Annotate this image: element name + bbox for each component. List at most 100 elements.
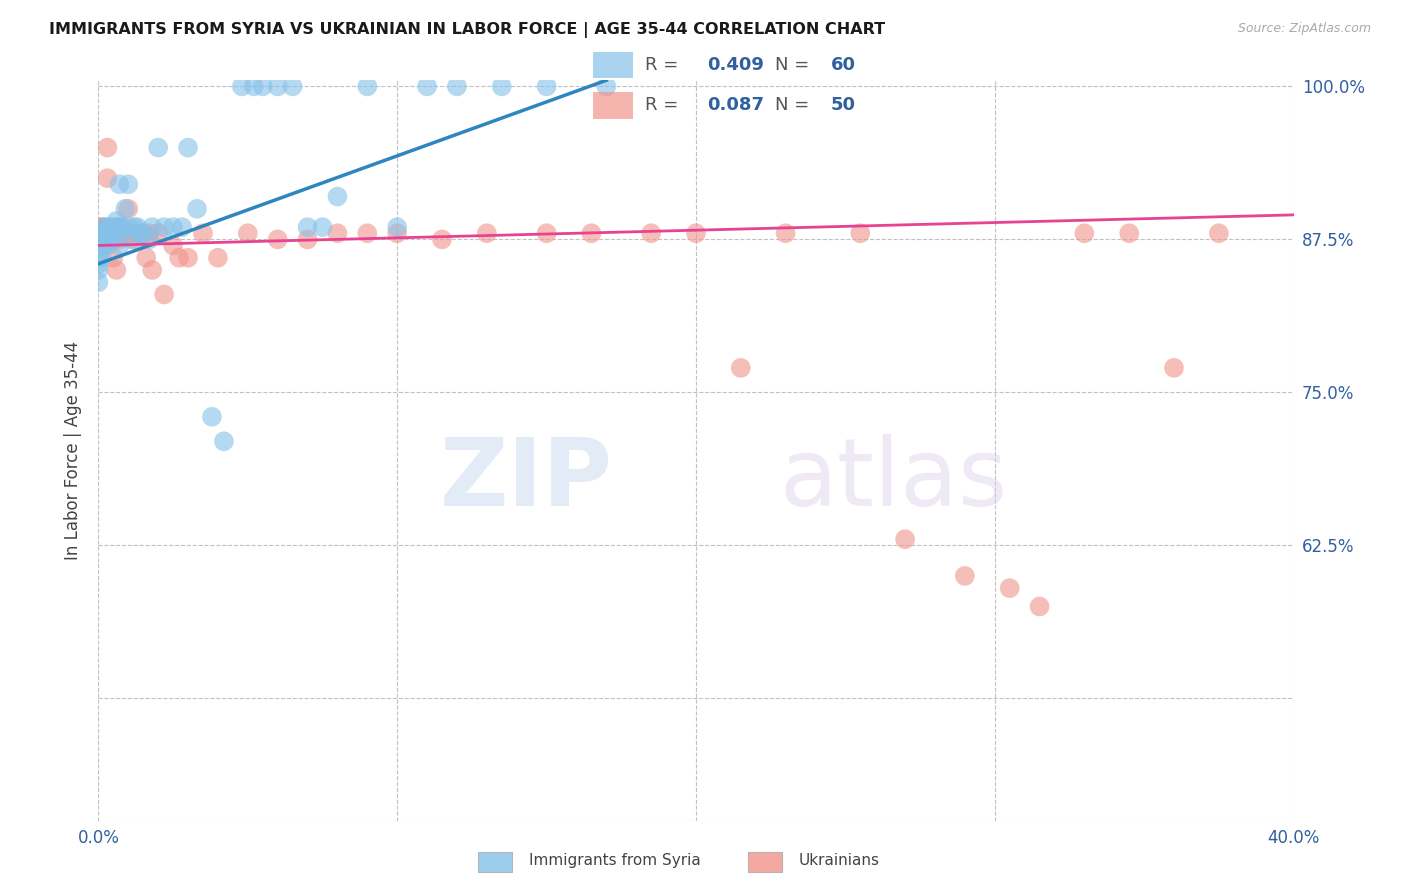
Point: [87, 238, 110, 252]
Point: [87, 257, 110, 271]
Point: [132, 226, 155, 240]
Point: [132, 226, 155, 240]
Point: [127, 226, 149, 240]
Point: [148, 140, 170, 154]
Point: [162, 220, 184, 235]
FancyBboxPatch shape: [593, 52, 633, 78]
Point: [243, 79, 266, 94]
Point: [231, 79, 253, 94]
Point: [87, 275, 110, 289]
Point: [90, 238, 112, 252]
Point: [153, 287, 176, 301]
Point: [446, 79, 468, 94]
Point: [103, 251, 125, 265]
Text: R =: R =: [645, 96, 679, 114]
Point: [430, 232, 453, 246]
Point: [105, 263, 128, 277]
Point: [356, 226, 378, 240]
Point: [148, 226, 170, 240]
Point: [108, 220, 131, 235]
Text: N =: N =: [775, 56, 810, 74]
Text: atlas: atlas: [779, 434, 1008, 526]
Text: N =: N =: [775, 96, 810, 114]
Point: [141, 220, 163, 235]
Point: [93, 220, 115, 235]
Point: [103, 232, 125, 246]
Point: [90, 226, 112, 240]
Point: [135, 251, 157, 265]
Point: [124, 232, 146, 246]
Point: [356, 79, 378, 94]
Point: [105, 220, 128, 235]
FancyBboxPatch shape: [593, 92, 633, 119]
Text: 0.409: 0.409: [707, 56, 763, 74]
Point: [172, 220, 194, 235]
Point: [311, 220, 333, 235]
Point: [138, 226, 160, 240]
Point: [297, 232, 319, 246]
Point: [1028, 599, 1050, 614]
Point: [212, 434, 235, 449]
Point: [894, 532, 917, 546]
Point: [96, 140, 118, 154]
Point: [117, 220, 139, 235]
Point: [281, 79, 304, 94]
Point: [297, 220, 319, 235]
Point: [105, 214, 128, 228]
Point: [87, 220, 110, 235]
Point: [685, 226, 707, 240]
Point: [581, 226, 603, 240]
Point: [87, 251, 110, 265]
Point: [108, 178, 131, 192]
Point: [98, 220, 122, 235]
Point: [96, 232, 118, 246]
FancyBboxPatch shape: [748, 852, 782, 872]
Point: [207, 251, 229, 265]
Point: [96, 220, 118, 235]
Point: [475, 226, 498, 240]
Point: [127, 220, 149, 235]
Point: [385, 226, 409, 240]
Point: [998, 581, 1021, 595]
Point: [775, 226, 797, 240]
Point: [536, 226, 558, 240]
Point: [491, 79, 513, 94]
Point: [162, 238, 184, 252]
Point: [111, 226, 134, 240]
Text: 50: 50: [831, 96, 856, 114]
Point: [730, 360, 752, 375]
Point: [326, 226, 349, 240]
Point: [98, 226, 122, 240]
Point: [201, 409, 224, 424]
Point: [191, 226, 214, 240]
Point: [138, 232, 160, 246]
Point: [953, 569, 976, 583]
Point: [236, 226, 259, 240]
Text: 0.087: 0.087: [707, 96, 765, 114]
Point: [90, 232, 112, 246]
Point: [849, 226, 872, 240]
Text: IMMIGRANTS FROM SYRIA VS UKRAINIAN IN LABOR FORCE | AGE 35-44 CORRELATION CHART: IMMIGRANTS FROM SYRIA VS UKRAINIAN IN LA…: [49, 22, 886, 38]
Point: [595, 79, 617, 94]
Point: [90, 220, 112, 235]
Point: [129, 226, 152, 240]
Point: [108, 220, 131, 235]
Point: [117, 226, 139, 240]
Point: [103, 220, 125, 235]
Point: [536, 79, 558, 94]
Point: [167, 251, 190, 265]
Point: [267, 232, 290, 246]
Text: Ukrainians: Ukrainians: [799, 854, 880, 868]
Point: [1208, 226, 1230, 240]
Point: [1118, 226, 1140, 240]
Point: [416, 79, 439, 94]
Point: [177, 251, 200, 265]
Point: [1073, 226, 1095, 240]
Point: [186, 202, 208, 216]
Text: R =: R =: [645, 56, 679, 74]
Point: [267, 79, 290, 94]
Point: [114, 202, 136, 216]
Point: [108, 238, 131, 252]
Point: [326, 189, 349, 203]
Point: [111, 220, 134, 235]
